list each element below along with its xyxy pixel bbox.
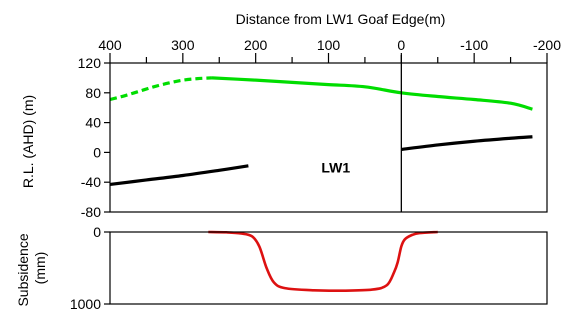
- subsidence-y-axis-title-line1: Subsidence: [15, 233, 31, 306]
- rl-y-tick-label: 80: [85, 85, 101, 101]
- rl-y-tick-label: -80: [81, 204, 101, 220]
- lw1-label: LW1: [321, 159, 350, 175]
- x-tick-label: 200: [244, 37, 268, 53]
- rl-y-tick-label: 120: [78, 55, 102, 71]
- subsidence-y-tick-label: 1000: [70, 296, 101, 312]
- seam-line-2: [109, 164, 249, 187]
- x-axis-title: Distance from LW1 Goaf Edge(m): [236, 11, 446, 27]
- x-tick-label: 300: [171, 37, 195, 53]
- subsidence-y-axis-title-line2: (mm): [32, 252, 48, 285]
- surface-line-1: [211, 76, 533, 111]
- surface-line-0: [109, 76, 213, 102]
- subsidence-y-tick-label: 0: [93, 224, 101, 240]
- x-tick-label: -100: [460, 37, 488, 53]
- subsidence-panel: 0 1000 Subsidence (mm): [15, 224, 548, 312]
- subsidence-curve-0: [208, 230, 438, 293]
- x-tick-label: -200: [533, 37, 561, 53]
- subsidence-y-axis-title: Subsidence (mm): [15, 229, 48, 306]
- rl-y-axis-title: R.L. (AHD) (m): [20, 95, 36, 188]
- rl-y-tick-label: -40: [81, 174, 101, 190]
- x-tick-label: 0: [397, 37, 405, 53]
- rl-y-tick-label: 0: [93, 144, 101, 160]
- rl-y-tick-label: 40: [85, 115, 101, 131]
- x-tick-label: 100: [317, 37, 341, 53]
- rl-ahd-panel: 400 300 200 100 0 -100 -200 -80 -40 0 40 80 120 Dis…: [20, 11, 561, 220]
- subsidence-plot-frame: [109, 231, 548, 305]
- seam-line-3: [401, 135, 533, 152]
- x-tick-label: 400: [98, 37, 122, 53]
